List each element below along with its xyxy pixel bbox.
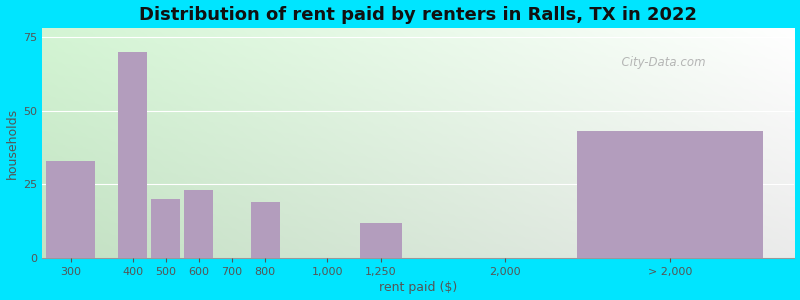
Y-axis label: households: households xyxy=(6,107,18,178)
Text: City-Data.com: City-Data.com xyxy=(614,56,706,68)
Bar xyxy=(250,202,279,258)
Title: Distribution of rent paid by renters in Ralls, TX in 2022: Distribution of rent paid by renters in … xyxy=(139,6,697,24)
X-axis label: rent paid ($): rent paid ($) xyxy=(379,281,458,294)
Bar xyxy=(184,190,214,258)
Bar xyxy=(360,223,402,258)
Bar xyxy=(151,199,180,258)
Bar xyxy=(118,52,147,258)
Bar xyxy=(578,131,763,258)
Bar xyxy=(46,161,95,258)
